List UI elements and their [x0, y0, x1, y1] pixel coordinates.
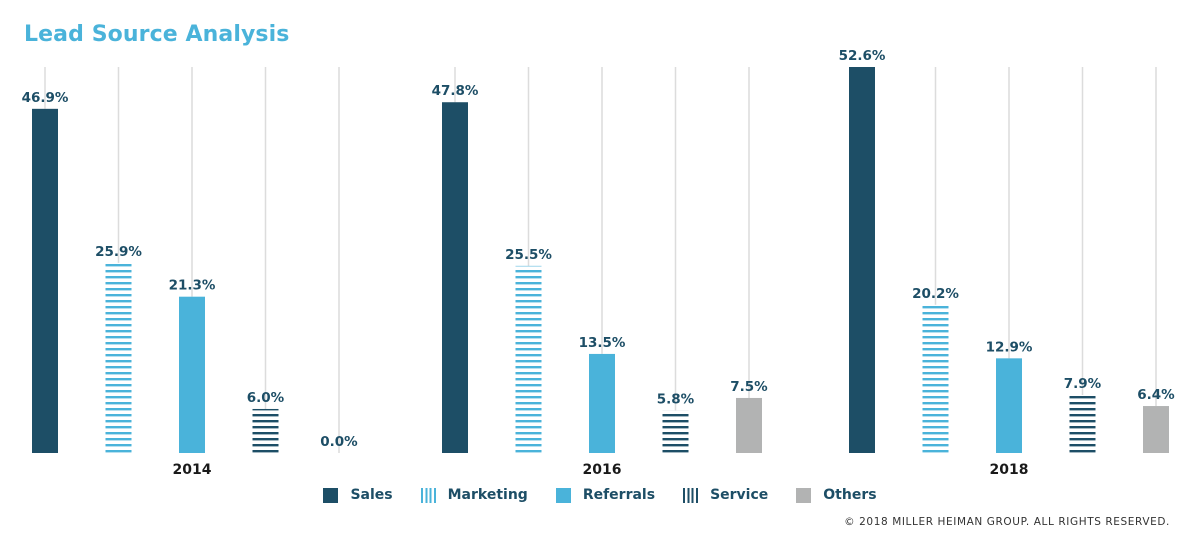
bar-referrals-2018 — [996, 358, 1022, 453]
category-label-2014: 2014 — [173, 462, 212, 478]
data-label-referrals-2014: 21.3% — [169, 278, 216, 294]
bar-service-2018 — [1069, 395, 1096, 453]
bar-service-2014 — [252, 408, 279, 453]
category-label-2018: 2018 — [990, 462, 1029, 478]
data-label-service-2018: 7.9% — [1064, 376, 1102, 392]
data-label-referrals-2016: 13.5% — [579, 335, 626, 351]
data-label-referrals-2018: 12.9% — [986, 339, 1033, 355]
legend-item-referrals: Referrals — [555, 487, 656, 503]
bar-group-2016: 47.8% 25.5% 13.5% 5.8% 7.5% 2016 — [432, 67, 768, 478]
legend-swatch-marketing — [420, 487, 436, 503]
bar-marketing-2018 — [922, 304, 949, 453]
copyright-footer: © 2018 MILLER HEIMAN GROUP. ALL RIGHTS R… — [844, 516, 1170, 528]
bar-marketing-2016 — [515, 265, 542, 453]
bar-others-2018 — [1143, 406, 1169, 453]
legend-swatch-sales — [323, 487, 339, 503]
data-label-marketing-2016: 25.5% — [505, 247, 552, 263]
legend-item-service: Service — [683, 487, 768, 503]
legend-label: Sales — [350, 487, 393, 503]
bar-group-2018: 52.6% 20.2% 12.9% 7.9% 6.4% 2018 — [839, 48, 1176, 478]
legend-swatch-others — [796, 487, 812, 503]
category-label-2016: 2016 — [583, 462, 622, 478]
bar-others-2016 — [736, 397, 762, 453]
bar-service-2016 — [662, 410, 689, 453]
data-label-service-2014: 6.0% — [247, 390, 285, 406]
bar-group-2014: 46.9% 25.9% 21.3% 6.0% 0.0% 2014 — [22, 67, 358, 478]
data-label-others-2014: 0.0% — [320, 434, 358, 450]
data-label-sales-2014: 46.9% — [22, 90, 69, 106]
legend-item-sales: Sales — [323, 487, 393, 503]
legend-label: Referrals — [582, 487, 656, 503]
bar-sales-2016 — [442, 102, 468, 453]
chart-legend: Sales Marketing Referrals Service Others — [0, 485, 1200, 505]
data-label-sales-2018: 52.6% — [839, 48, 886, 64]
legend-item-marketing: Marketing — [420, 487, 528, 503]
data-label-marketing-2018: 20.2% — [912, 286, 959, 302]
legend-label: Service — [710, 487, 769, 503]
data-label-others-2016: 7.5% — [730, 379, 768, 395]
legend-label: Marketing — [447, 487, 528, 503]
legend-swatch-referrals — [555, 487, 571, 503]
bar-referrals-2014 — [179, 296, 205, 453]
bar-referrals-2016 — [589, 353, 615, 453]
legend-label: Others — [823, 487, 877, 503]
bar-sales-2018 — [849, 67, 875, 453]
data-label-service-2016: 5.8% — [657, 391, 695, 407]
data-label-sales-2016: 47.8% — [432, 83, 479, 99]
bar-sales-2014 — [32, 108, 58, 454]
data-label-others-2018: 6.4% — [1137, 387, 1175, 403]
data-label-marketing-2014: 25.9% — [95, 244, 142, 260]
bar-marketing-2014 — [105, 262, 132, 453]
legend-swatch-service — [683, 487, 699, 503]
legend-item-others: Others — [796, 487, 877, 503]
chart-title: Lead Source Analysis — [24, 22, 290, 47]
